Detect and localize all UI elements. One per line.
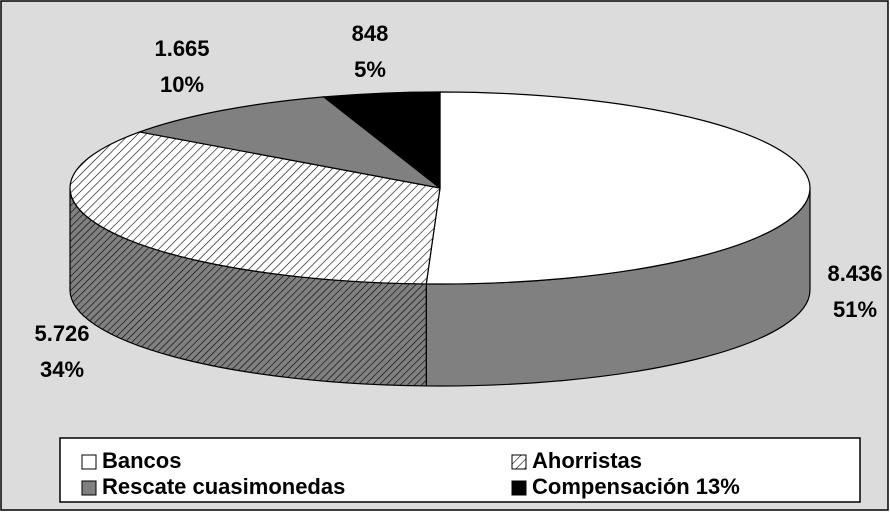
legend-swatch <box>511 480 527 496</box>
percent-label: 51% <box>833 297 877 322</box>
legend-swatch <box>81 480 97 496</box>
legend-box <box>59 437 861 503</box>
legend-swatch <box>81 454 97 470</box>
slice <box>425 91 811 285</box>
slice <box>137 96 441 189</box>
legend-label: Rescate cuasimonedas <box>102 474 345 499</box>
percent-label: 34% <box>40 357 84 382</box>
legend-label: Compensación 13% <box>532 474 740 499</box>
data-label: 1.665 <box>154 36 209 61</box>
data-label: 848 <box>352 21 389 46</box>
slice <box>69 131 441 285</box>
percent-label: 10% <box>160 72 204 97</box>
legend-swatch <box>511 454 527 470</box>
data-label: 8.436 <box>827 261 882 286</box>
data-label: 5.726 <box>34 321 89 346</box>
percent-label: 5% <box>354 57 386 82</box>
slice <box>322 91 441 190</box>
legend-label: Bancos <box>102 448 181 473</box>
legend-label: Ahorristas <box>532 448 642 473</box>
